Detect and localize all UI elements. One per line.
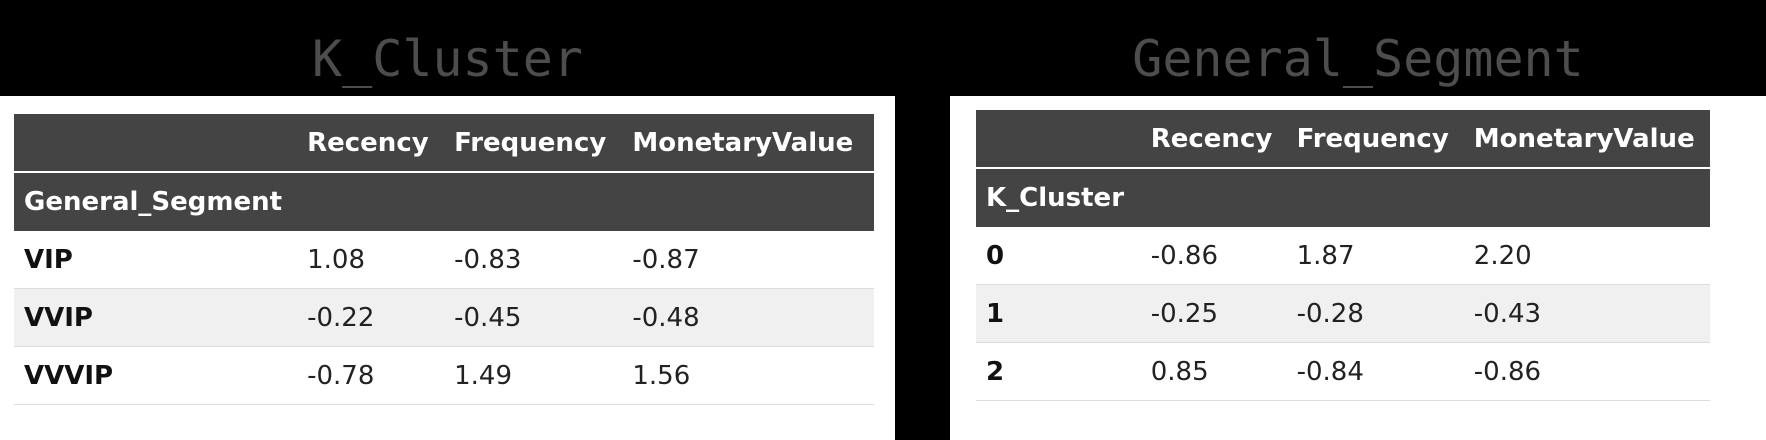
frequency-cell: -0.84 bbox=[1286, 342, 1464, 401]
row-label: 0 bbox=[976, 227, 1141, 285]
monetary-value-cell: 2.20 bbox=[1463, 227, 1710, 285]
table-row: 2 0.85 -0.84 -0.86 bbox=[976, 342, 1710, 401]
frequency-column-header: Frequency bbox=[444, 114, 623, 173]
recency-cell: -0.25 bbox=[1140, 284, 1287, 343]
monetary-value-column-header: MonetaryValue bbox=[622, 114, 874, 173]
table-row: 0 -0.86 1.87 2.20 bbox=[976, 227, 1710, 285]
monetary-value-column-header: MonetaryValue bbox=[1463, 110, 1710, 169]
table-row: 1 -0.25 -0.28 -0.43 bbox=[976, 284, 1710, 343]
monetary-value-cell: -0.48 bbox=[622, 288, 874, 347]
index-name-header: General_Segment bbox=[14, 172, 298, 231]
left-panel-title: K_Cluster bbox=[312, 30, 583, 88]
frequency-cell: -0.83 bbox=[444, 231, 623, 289]
right-panel-title: General_Segment bbox=[1132, 30, 1584, 88]
table-row: VIP 1.08 -0.83 -0.87 bbox=[14, 231, 874, 289]
index-name-header: K_Cluster bbox=[976, 168, 1141, 227]
row-label: VIP bbox=[14, 231, 298, 289]
index-row-filler bbox=[1140, 168, 1287, 227]
monetary-value-cell: -0.43 bbox=[1463, 284, 1710, 343]
column-header-row: Recency Frequency MonetaryValue bbox=[976, 110, 1710, 169]
frequency-column-header: Frequency bbox=[1286, 110, 1464, 169]
index-name-row: General_Segment bbox=[14, 172, 874, 231]
recency-column-header: Recency bbox=[1140, 110, 1287, 169]
monetary-value-cell: 1.56 bbox=[622, 346, 874, 405]
index-row-filler bbox=[1286, 168, 1464, 227]
left-table-panel: Recency Frequency MonetaryValue General_… bbox=[0, 96, 895, 440]
frequency-cell: -0.28 bbox=[1286, 284, 1464, 343]
index-row-filler bbox=[444, 172, 623, 231]
recency-cell: -0.78 bbox=[297, 346, 445, 405]
index-row-filler bbox=[1463, 168, 1710, 227]
recency-cell: 0.85 bbox=[1140, 342, 1287, 401]
index-name-row: K_Cluster bbox=[976, 168, 1710, 227]
table-row: VVVIP -0.78 1.49 1.56 bbox=[14, 346, 874, 405]
monetary-value-cell: -0.86 bbox=[1463, 342, 1710, 401]
row-label: VVIP bbox=[14, 288, 298, 347]
table-row: VVIP -0.22 -0.45 -0.48 bbox=[14, 288, 874, 347]
recency-column-header: Recency bbox=[297, 114, 445, 173]
index-row-filler bbox=[297, 172, 445, 231]
recency-cell: -0.86 bbox=[1140, 227, 1287, 285]
k-cluster-summary-table: Recency Frequency MonetaryValue K_Cluste… bbox=[976, 110, 1710, 401]
right-table-panel: Recency Frequency MonetaryValue K_Cluste… bbox=[950, 96, 1766, 440]
corner-header-cell bbox=[14, 114, 298, 173]
frequency-cell: 1.87 bbox=[1286, 227, 1464, 285]
recency-cell: -0.22 bbox=[297, 288, 445, 347]
general-segment-summary-table: Recency Frequency MonetaryValue General_… bbox=[14, 114, 874, 405]
monetary-value-cell: -0.87 bbox=[622, 231, 874, 289]
recency-cell: 1.08 bbox=[297, 231, 445, 289]
frequency-cell: -0.45 bbox=[444, 288, 623, 347]
frequency-cell: 1.49 bbox=[444, 346, 623, 405]
row-label: 1 bbox=[976, 284, 1141, 343]
row-label: 2 bbox=[976, 342, 1141, 401]
row-label: VVVIP bbox=[14, 346, 298, 405]
column-header-row: Recency Frequency MonetaryValue bbox=[14, 114, 874, 173]
index-row-filler bbox=[622, 172, 874, 231]
corner-header-cell bbox=[976, 110, 1141, 169]
